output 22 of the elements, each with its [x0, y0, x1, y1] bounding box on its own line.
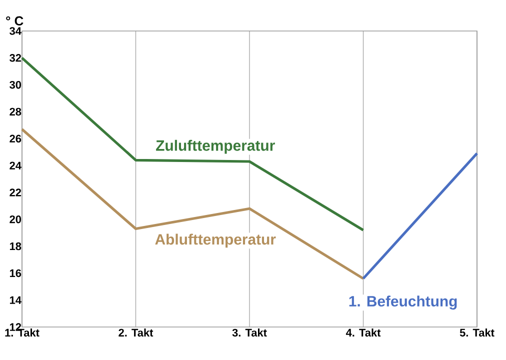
- y-tick-label: 20: [10, 215, 22, 224]
- series-label: Ablufttemperatur: [155, 234, 276, 248]
- x-tick-label: 5. Takt: [460, 328, 494, 337]
- x-tick-label: 3. Takt: [232, 328, 267, 337]
- series-label: 1. Befeuchtung: [349, 296, 457, 310]
- y-tick-label: 14: [10, 296, 22, 304]
- x-tick-label: 2. Takt: [118, 328, 154, 337]
- line-series: [20, 128, 365, 280]
- y-tick-label: 26: [10, 134, 22, 143]
- y-tick-label: 34: [10, 27, 22, 35]
- y-tick-label: 16: [10, 269, 22, 278]
- y-tick-label: 12: [10, 323, 22, 331]
- line-series: [20, 56, 365, 232]
- y-tick-label: 32: [10, 54, 22, 62]
- y-tick-label: 30: [10, 80, 22, 89]
- y-tick-label: 22: [10, 188, 22, 196]
- x-tick-label: 4. Takt: [346, 328, 381, 337]
- series-label: Zulufttemperatur: [156, 140, 275, 154]
- y-axis-title: ° C: [6, 16, 24, 26]
- y-tick-label: 24: [10, 162, 22, 170]
- y-tick-label: 28: [10, 108, 22, 116]
- y-tick-label: 18: [10, 242, 22, 250]
